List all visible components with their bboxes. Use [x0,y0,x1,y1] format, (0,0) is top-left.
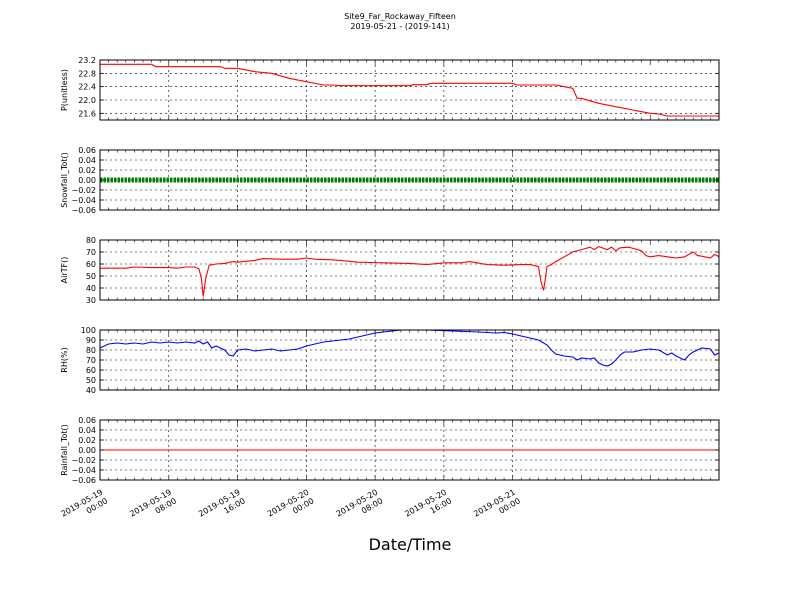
y-tick-label: 70 [86,356,96,365]
y-tick-label: 0.06 [78,416,96,425]
y-tick-label: 50 [86,376,96,385]
y-tick-label: 30 [86,296,96,305]
y-tick-label: 22.4 [78,83,96,92]
chart-title: Site9_Far_Rockaway_Fifteen [344,12,456,21]
series-line [100,245,719,297]
y-tick-label: 0.00 [78,446,96,455]
y-tick-label: 0.00 [78,176,96,185]
y-axis-label: Rainfall_Tot() [60,424,69,476]
y-tick-label: 40 [86,284,96,293]
y-tick-label: 23.2 [78,56,96,65]
y-tick-label: 0.02 [78,166,96,175]
y-tick-label: −0.04 [71,466,96,475]
series-line [100,330,719,367]
y-tick-label: 80 [86,346,96,355]
panel-4: 0.060.040.020.00−0.02−0.04−0.06Rainfall_… [60,416,720,485]
y-tick-label: 60 [86,260,96,269]
y-tick-label: 0.06 [78,146,96,155]
y-tick-label: 22.0 [78,96,96,105]
y-tick-label: −0.06 [71,206,96,215]
y-tick-label: 40 [86,386,96,395]
y-tick-label: −0.02 [71,186,96,195]
y-tick-label: 0.04 [78,426,96,435]
y-axis-label: AirTF() [60,257,69,284]
y-tick-label: 21.6 [78,109,96,118]
y-tick-label: 60 [86,366,96,375]
y-tick-label: −0.06 [71,476,96,485]
panel-2: 80 70 60 50 40 30 AirTF() [60,236,720,305]
y-axis-label: P(unitless) [60,69,69,111]
y-tick-label: 50 [86,272,96,281]
series-line [100,63,719,117]
y-tick-label: 90 [86,336,96,345]
y-tick-label: 80 [86,236,96,245]
y-tick-label: −0.02 [71,456,96,465]
panel-0: 23.2 22.8 22.4 22.0 21.6 P(unitless) [60,56,720,121]
y-tick-label: 0.02 [78,436,96,445]
y-tick-label: −0.04 [71,196,96,205]
y-axis-label: RH(%) [60,347,69,372]
panel-1: 0.060.040.020.00−0.02−0.04−0.06Snowfall_… [60,146,720,215]
y-axis-label: Snowfall_Tot() [60,152,69,208]
y-tick-label: 22.8 [78,69,96,78]
chart-subtitle: 2019-05-21 - (2019-141) [350,22,449,31]
x-axis-label: Date/Time [369,535,452,554]
y-tick-label: 100 [81,326,96,335]
panels: 23.222.822.422.021.6P(unitless)0.060.040… [60,56,720,485]
y-tick-label: 0.04 [78,156,96,165]
y-tick-label: 70 [86,248,96,257]
